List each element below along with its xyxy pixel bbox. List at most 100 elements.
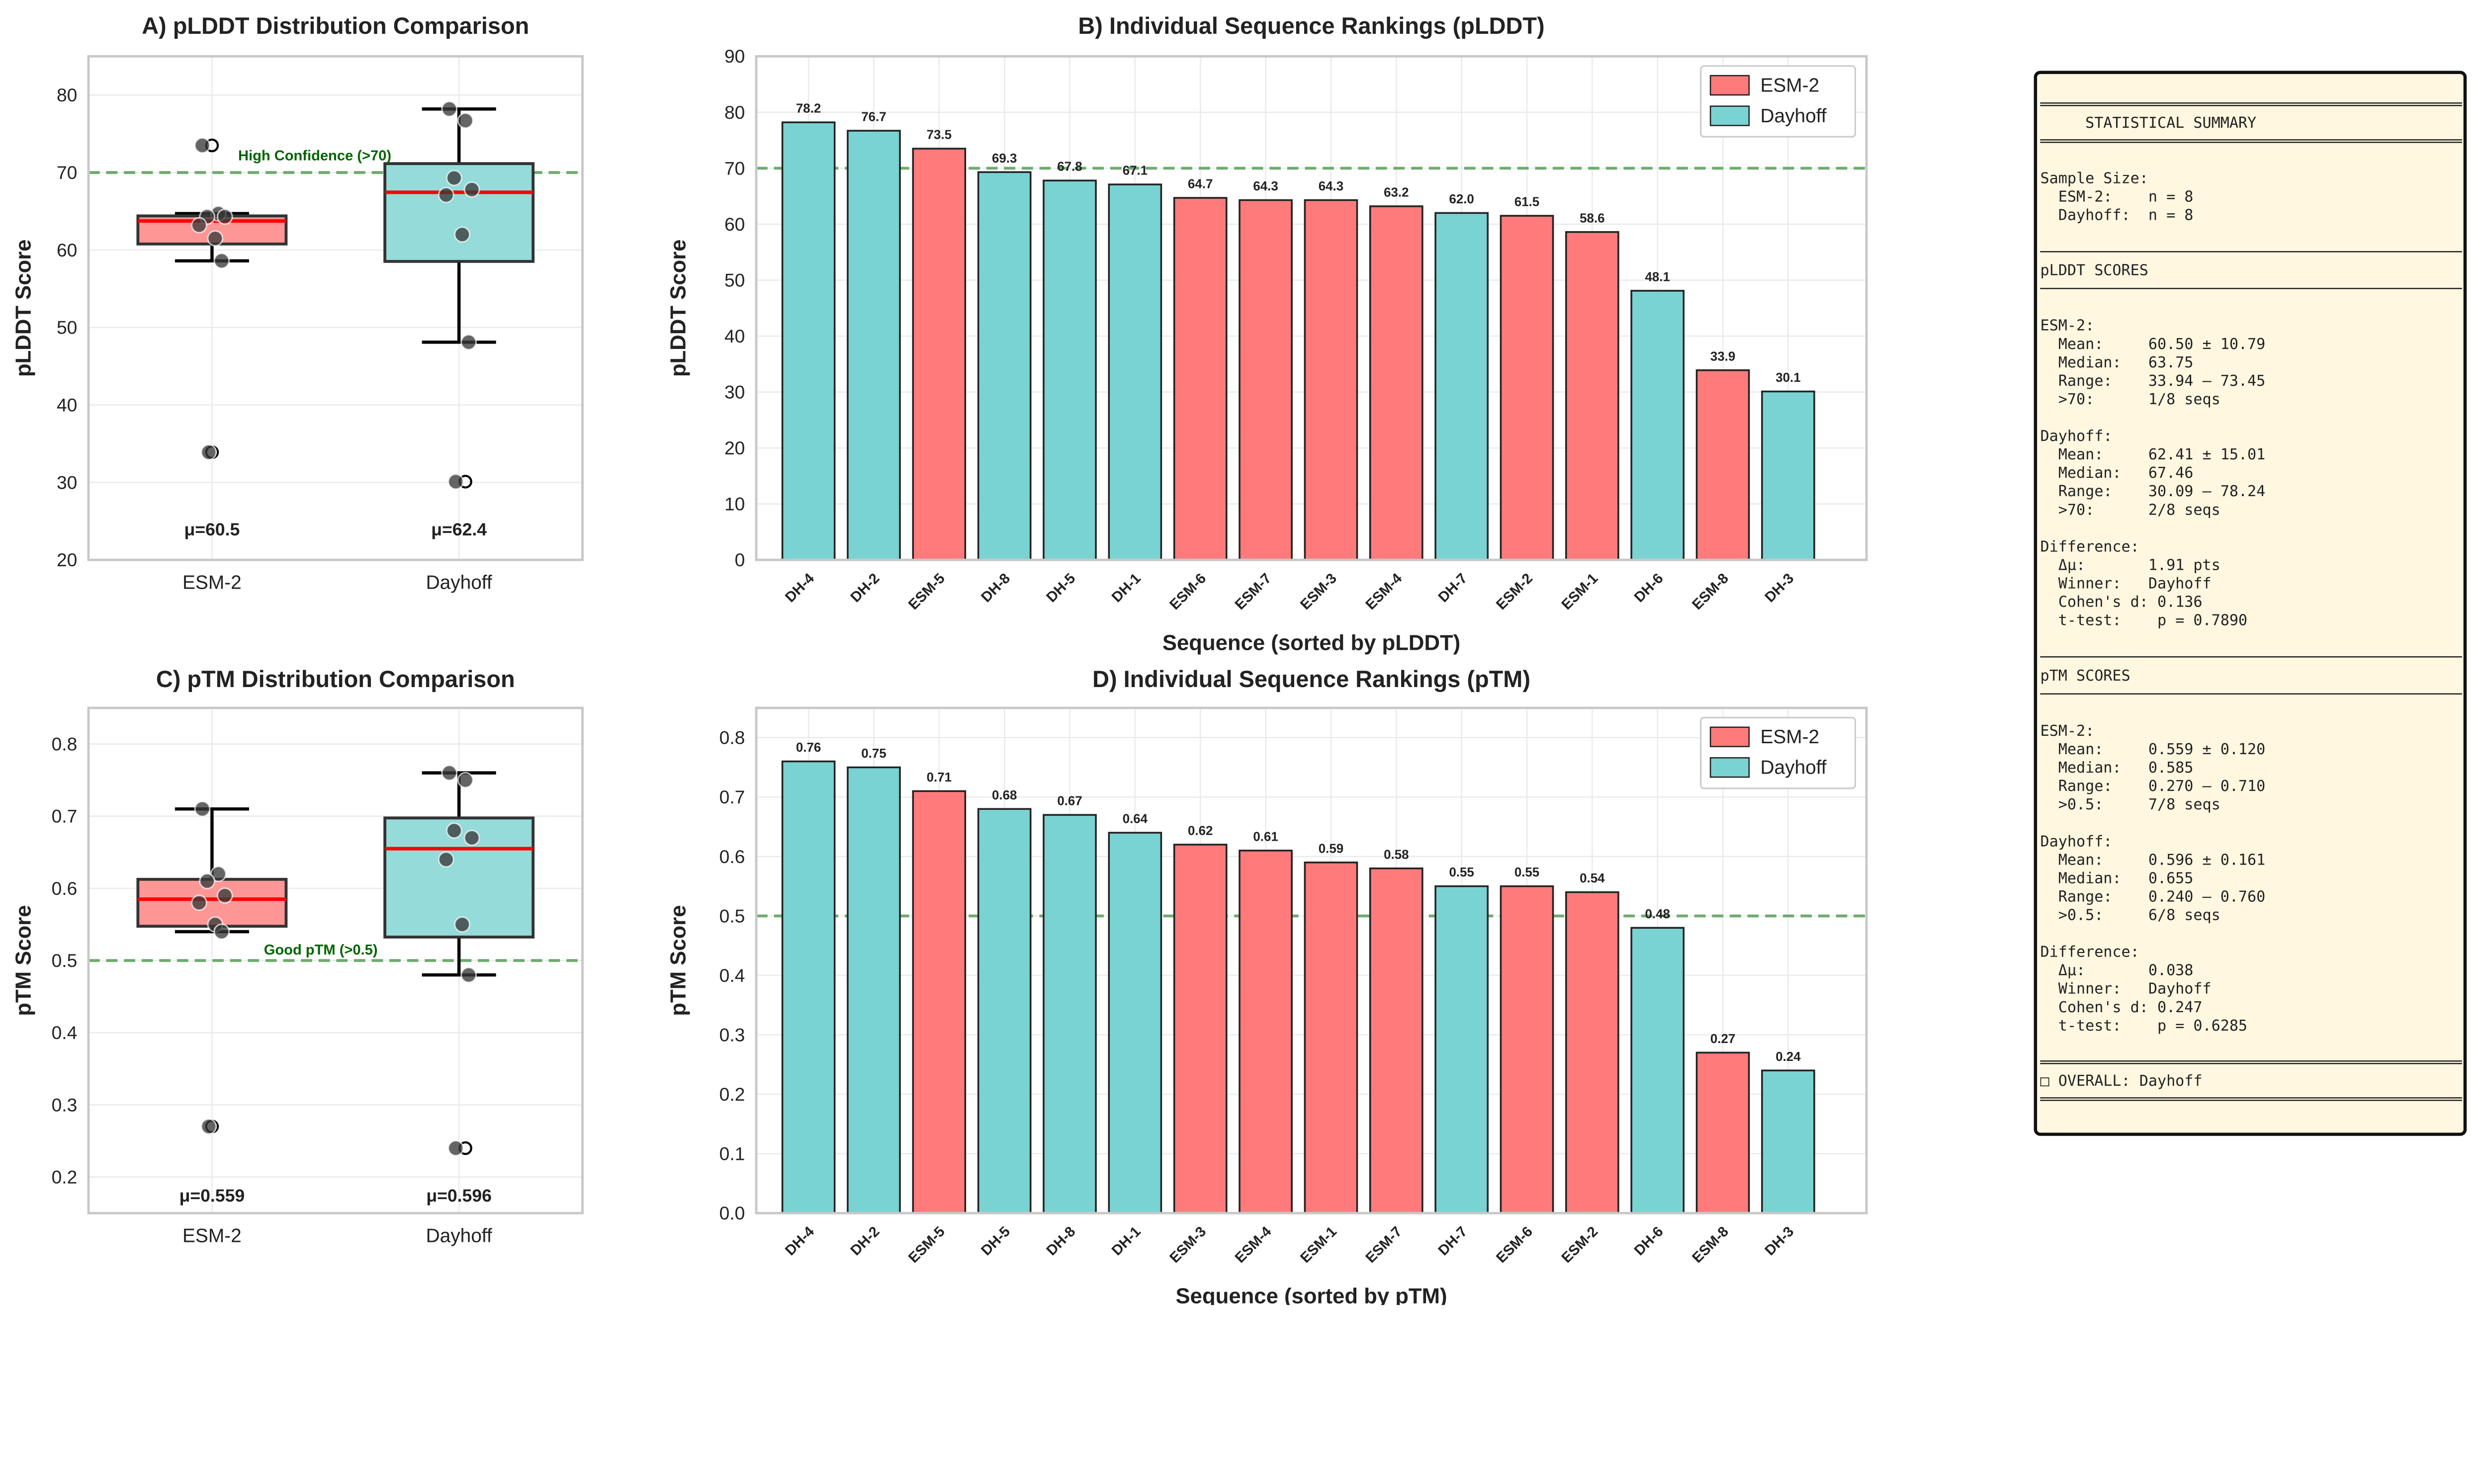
y-tick-label: 30 — [57, 472, 77, 493]
summary-line: Dayhoff: — [2041, 428, 2113, 445]
legend-label: ESM-2 — [1760, 726, 1819, 748]
mean-label: μ=60.5 — [184, 520, 240, 539]
data-point — [447, 473, 464, 490]
summary-line: pTM SCORES — [2041, 667, 2131, 685]
bar-value-label: 0.27 — [1710, 1032, 1735, 1046]
bar-ESM-1 — [1565, 231, 1619, 561]
y-tick-label: 0.0 — [719, 1203, 745, 1223]
x-tick-label: Dayhoff — [426, 1225, 492, 1246]
data-point — [447, 1140, 464, 1156]
y-tick-label: 70 — [57, 162, 77, 183]
data-point — [207, 230, 224, 247]
bar-value-label: 64.3 — [1319, 179, 1343, 193]
summary-line: Median: 0.585 — [2041, 759, 2194, 777]
y-tick-label: 0.2 — [719, 1084, 745, 1105]
bar-ESM-6 — [1500, 885, 1554, 1214]
data-point — [454, 916, 470, 933]
bar-value-label: 73.5 — [927, 128, 952, 142]
legend-label: Dayhoff — [1760, 105, 1826, 127]
data-point — [191, 894, 207, 911]
bar-DH-8 — [1043, 814, 1097, 1214]
bar-ESM-5 — [912, 148, 967, 561]
bar-value-label: 0.71 — [927, 771, 952, 785]
bar-DH-2 — [847, 130, 901, 561]
legend-swatch-ESM-2 — [1709, 75, 1750, 96]
bar-DH-1 — [1108, 832, 1162, 1214]
y-axis-label: pTM Score — [666, 905, 691, 1016]
bar-DH-3 — [1761, 390, 1815, 561]
bar-value-label: 67.8 — [1057, 160, 1082, 174]
bar-value-label: 62.0 — [1449, 192, 1474, 206]
summary-line: Median: 67.46 — [2041, 464, 2194, 482]
summary-line: >70: 2/8 seqs — [2041, 501, 2220, 519]
bar-value-label: 78.2 — [796, 102, 821, 116]
summary-separator: ────────────────────────────────────────… — [2040, 280, 2463, 298]
bar-DH-1 — [1108, 183, 1162, 561]
y-tick-label: 60 — [57, 240, 77, 261]
bar-value-label: 58.6 — [1580, 211, 1604, 225]
legend: ESM-2 Dayhoff — [1700, 65, 1857, 138]
y-tick-label: 20 — [57, 549, 77, 570]
summary-separator: ────────────────────────────────────────… — [2040, 244, 2463, 261]
data-point — [441, 100, 458, 117]
y-tick-label: 40 — [57, 394, 77, 415]
bar-ESM-2 — [1500, 215, 1554, 561]
y-tick-label: 0.4 — [52, 1022, 78, 1043]
y-tick-label: 80 — [57, 85, 77, 105]
summary-line: ESM-2: — [2041, 722, 2095, 740]
data-point — [457, 112, 474, 129]
bar-value-label: 0.59 — [1319, 842, 1343, 856]
bar-DH-7 — [1434, 212, 1489, 561]
bar-value-label: 0.75 — [861, 747, 886, 761]
data-point — [460, 966, 477, 983]
bar-ESM-7 — [1239, 199, 1293, 561]
bar-value-label: 64.3 — [1253, 179, 1278, 193]
legend-swatch-ESM-2 — [1709, 726, 1750, 747]
bar-ESM-3 — [1173, 844, 1228, 1214]
axes-frame — [755, 55, 1868, 561]
summary-separator: ────────────────────────────────────────… — [2040, 649, 2463, 666]
data-point — [463, 829, 480, 846]
y-tick-label: 0.1 — [719, 1143, 745, 1164]
data-point — [438, 186, 454, 203]
summary-line: Winner: Dayhoff — [2041, 575, 2212, 592]
y-axis-label: pLDDT Score — [11, 239, 35, 377]
chart-title: C) pTM Distribution Comparison — [156, 666, 515, 692]
data-point — [213, 253, 230, 269]
bar-DH-4 — [781, 760, 836, 1214]
bar-value-label: 0.55 — [1449, 866, 1474, 879]
summary-line: ESM-2: — [2041, 317, 2095, 335]
boxplot-Dayhoff — [383, 765, 535, 1156]
bar-DH-3 — [1761, 1069, 1815, 1214]
summary-line: t-test: p = 0.7890 — [2041, 612, 2248, 629]
y-tick-label: 0.8 — [52, 733, 78, 754]
summary-line: Difference: — [2041, 944, 2139, 961]
bar-DH-5 — [977, 808, 1032, 1214]
x-tick-label: ESM-2 — [182, 572, 242, 593]
data-point — [191, 217, 207, 234]
summary-line: Mean: 62.41 ± 15.01 — [2041, 446, 2266, 463]
data-point — [441, 765, 458, 781]
bar-value-label: 0.62 — [1188, 824, 1213, 838]
chart-title: D) Individual Sequence Rankings (pTM) — [1092, 666, 1530, 692]
bar-ESM-4 — [1369, 205, 1423, 561]
summary-lines: ════════════════════════════════════════… — [2040, 96, 2463, 1108]
summary-line: Range: 0.240 – 0.760 — [2041, 888, 2266, 905]
bar-value-label: 0.55 — [1514, 866, 1539, 879]
y-tick-label: 0.8 — [719, 727, 745, 748]
y-tick-label: 0.7 — [52, 806, 78, 827]
summary-line: pLDDT SCORES — [2041, 262, 2148, 279]
x-axis-label: Sequence (sorted by pLDDT) — [1162, 630, 1460, 655]
y-tick-label: 80 — [724, 102, 745, 123]
data-point — [194, 800, 211, 817]
summary-line: Mean: 0.559 ± 0.120 — [2041, 741, 2266, 758]
panel-A: A) pLDDT Distribution Comparison 20 30 40 50… — [11, 13, 584, 593]
data-point — [446, 170, 462, 186]
y-tick-label: 50 — [724, 269, 745, 290]
summary-line: >0.5: 7/8 seqs — [2041, 796, 2220, 813]
bar-value-label: 30.1 — [1776, 371, 1800, 385]
summary-separator: ════════════════════════════════════════… — [2040, 1054, 2463, 1071]
legend-label: Dayhoff — [1760, 757, 1826, 779]
boxplot-ESM-2 — [136, 137, 288, 460]
data-point — [457, 772, 474, 788]
